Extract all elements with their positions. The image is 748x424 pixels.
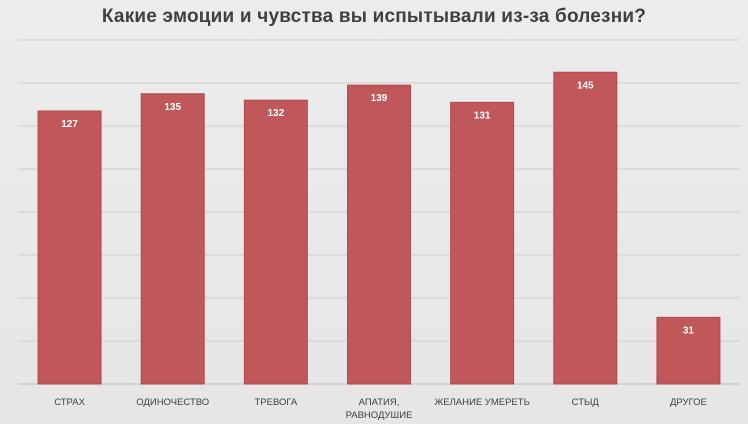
bar bbox=[243, 99, 308, 385]
x-tick-label: СТРАХ bbox=[54, 397, 85, 408]
x-tick-label: АПАТИЯ, bbox=[359, 397, 400, 408]
bars bbox=[37, 71, 721, 385]
x-tick-label: ЖЕЛАНИЕ УМЕРЕТЬ bbox=[434, 397, 529, 408]
bar-value-label: 131 bbox=[474, 110, 491, 121]
bar bbox=[656, 316, 721, 385]
x-axis-tick-labels: СТРАХ ОДИНОЧЕСТВО ТРЕВОГА АПАТИЯ, РАВНОДУШИЕ… bbox=[54, 397, 707, 421]
x-tick-label: РАВНОДУШИЕ bbox=[346, 410, 413, 421]
x-tick-label: ТРЕВОГА bbox=[254, 397, 297, 408]
x-tick-label: ДРУГОЕ bbox=[670, 397, 707, 408]
data-labels: 127 135 132 139 131 145 31 bbox=[61, 80, 694, 336]
bar bbox=[140, 93, 205, 385]
x-tick-label: ОДИНОЧЕСТВО bbox=[136, 397, 209, 408]
bar bbox=[37, 110, 102, 385]
bar-value-label: 139 bbox=[371, 93, 388, 104]
bar-value-label: 31 bbox=[683, 325, 695, 336]
bar bbox=[450, 101, 515, 385]
bar-value-label: 127 bbox=[61, 119, 78, 130]
bar-value-label: 132 bbox=[268, 108, 285, 119]
x-tick-label: СТЫД bbox=[572, 397, 600, 408]
bar-value-label: 135 bbox=[164, 102, 181, 113]
bar bbox=[347, 84, 411, 385]
chart-title: Какие эмоции и чувства вы испытывали из-… bbox=[101, 6, 647, 27]
bar-value-label: 145 bbox=[577, 80, 594, 91]
bar bbox=[553, 71, 618, 385]
